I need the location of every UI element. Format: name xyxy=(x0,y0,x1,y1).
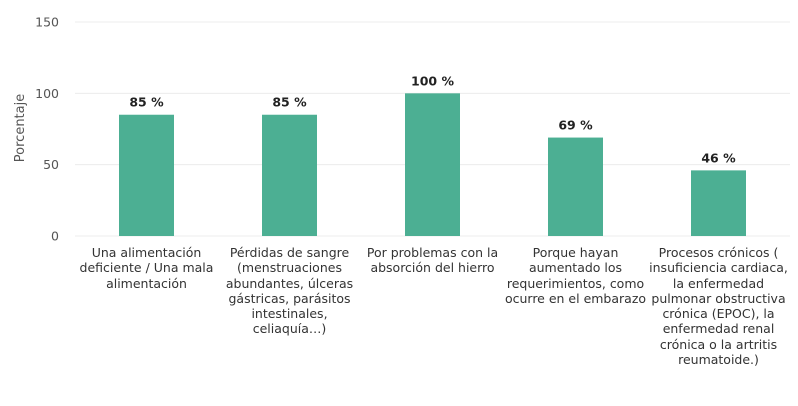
x-category-label: Por problemas con la absorción del hierr… xyxy=(366,245,499,276)
y-tick-label: 0 xyxy=(51,229,59,244)
bars xyxy=(119,93,746,236)
bar xyxy=(262,114,317,236)
data-labels: 85 % 85 % 100 % 69 % 46 % xyxy=(129,73,736,165)
data-label: 69 % xyxy=(558,118,593,133)
y-axis-label: Porcentaje xyxy=(13,94,28,162)
y-tick-label: 50 xyxy=(43,157,59,172)
bar xyxy=(119,114,174,236)
bar xyxy=(548,137,603,236)
y-axis-ticks: 0 50 100 150 xyxy=(35,15,59,244)
x-category-label: Procesos crónicos ( insuficiencia cardia… xyxy=(649,245,788,368)
data-label: 85 % xyxy=(129,95,164,110)
bar xyxy=(691,170,746,236)
data-label: 46 % xyxy=(701,150,736,165)
x-category-label: Pérdidas de sangre (menstruaciones abund… xyxy=(225,245,354,337)
y-tick-label: 150 xyxy=(35,15,59,30)
data-label: 100 % xyxy=(411,73,454,88)
y-tick-label: 100 xyxy=(35,86,59,101)
x-category-label: Una alimentación deficiente / Una mala a… xyxy=(79,245,214,291)
bar xyxy=(405,93,460,236)
x-category-label: Porque hayan aumentado los requerimiento… xyxy=(504,245,647,306)
data-label: 85 % xyxy=(272,95,307,110)
